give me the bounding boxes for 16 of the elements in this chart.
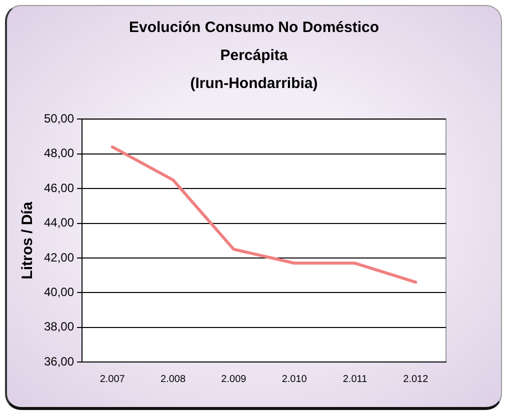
- x-tick-label: 2.007: [100, 374, 126, 385]
- y-axis-title: Litros / Día: [19, 201, 36, 280]
- x-tick-label: 2.010: [282, 374, 308, 385]
- y-tick-label: 36,00: [44, 354, 74, 368]
- y-tick-label: 46,00: [44, 180, 74, 195]
- y-tick-label: 42,00: [44, 250, 74, 264]
- chart-title: Evolución Consumo No Doméstico Percápita (Irun-Hondarribia): [128, 18, 380, 94]
- x-tick-label: 2.011: [342, 374, 368, 385]
- y-tick-label: 44,00: [44, 216, 74, 230]
- x-tick-label: 2.008: [160, 374, 186, 385]
- y-tick-label: 48,00: [44, 146, 74, 160]
- x-tick-label: 2.009: [221, 374, 247, 385]
- x-tick-label: 2.012: [403, 374, 429, 385]
- y-tick-label: 40,00: [44, 284, 74, 299]
- y-tick-label: 38,00: [44, 320, 74, 334]
- y-tick-label: 50,00: [44, 112, 74, 126]
